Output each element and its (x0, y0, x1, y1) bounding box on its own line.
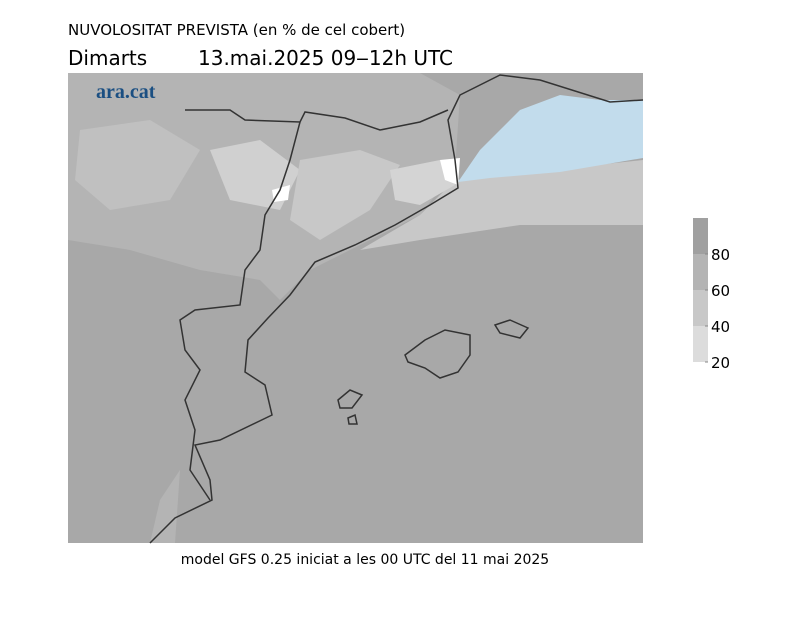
day: Dimarts (68, 46, 147, 70)
cloud-area (360, 160, 643, 250)
colorbar-segment (693, 326, 708, 362)
colorbar-tick-label: 40 (711, 318, 730, 336)
logo: ara.cat (96, 81, 156, 103)
border (185, 109, 449, 131)
colorbar-segment (693, 218, 708, 254)
date: 13.mai.2025 09‒12h UTC (198, 46, 453, 70)
cloud-area (150, 470, 180, 543)
border (179, 121, 301, 501)
cloud-area (390, 160, 455, 205)
island (347, 413, 358, 425)
cloud-area (75, 120, 200, 210)
colorbar-segment (693, 290, 708, 326)
colorbar: 20 40 60 80 (693, 218, 730, 372)
footer: model GFS 0.25 iniciat a les 00 UTC del … (181, 552, 549, 568)
colorbar-tick-label: 20 (711, 354, 730, 372)
colorbar-segment (693, 254, 708, 290)
colorbar-tick-label: 80 (711, 246, 730, 264)
island (493, 319, 530, 339)
cloud-area (290, 150, 400, 240)
colorbar-tick-label: 60 (711, 282, 730, 300)
clear-area (272, 185, 290, 202)
title: NUVOLOSITAT PREVISTA (en % de cel cobert… (68, 21, 405, 39)
coastline (149, 74, 644, 544)
map: ara.cat (68, 73, 644, 544)
clear-sea (458, 95, 643, 182)
island (404, 329, 471, 379)
island (337, 389, 364, 409)
